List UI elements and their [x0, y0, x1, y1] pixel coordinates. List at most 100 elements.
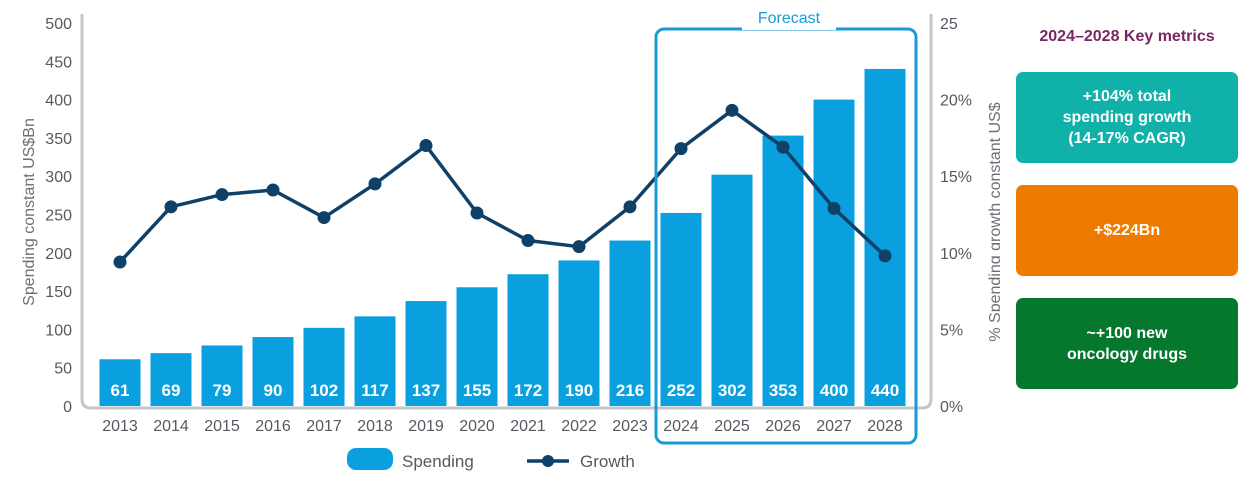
- x-tick-label: 2025: [714, 418, 750, 435]
- legend-spending-swatch: [347, 448, 393, 470]
- y2-tick-label: 20%: [940, 93, 972, 110]
- growth-point: [623, 200, 637, 214]
- bar-value-label: 61: [111, 381, 130, 400]
- growth-point: [113, 255, 127, 269]
- spending-bar: [762, 135, 804, 407]
- x-tick-label: 2023: [612, 418, 648, 435]
- growth-point: [164, 200, 178, 214]
- x-tick-label: 2024: [663, 418, 699, 435]
- x-tick-label: 2017: [306, 418, 342, 435]
- legend: Spending Growth: [347, 448, 635, 471]
- bar-value-label: 117: [361, 381, 388, 400]
- right-axis-line: [921, 14, 933, 410]
- spending-bar: [303, 327, 345, 406]
- y-tick-label: 400: [45, 93, 72, 110]
- y-tick-label: 0: [63, 399, 72, 416]
- growth-point: [725, 103, 739, 117]
- bar-value-label: 353: [769, 381, 797, 400]
- growth-point: [470, 206, 484, 220]
- y-axis-title: Spending constant US$Bn: [21, 118, 38, 306]
- bar-value-label: 400: [820, 381, 848, 400]
- x-tick-label: 2019: [408, 418, 444, 435]
- metric-line: +$224Bn: [1093, 222, 1161, 239]
- spending-bar: [99, 359, 141, 406]
- y-tick-label: 500: [45, 16, 72, 33]
- spending-growth-chart: 0 50 100 150 200 250 300 350 400 450 500 0% 5% 10% 15…: [21, 6, 1000, 471]
- spending-bar: [609, 240, 651, 406]
- spending-bar: [201, 345, 243, 406]
- growth-point: [521, 234, 535, 248]
- bar-value-label: 155: [463, 381, 491, 400]
- y-tick-label: 250: [45, 208, 72, 225]
- growth-point: [317, 211, 331, 225]
- x-tick-label: 2027: [816, 418, 852, 435]
- spending-bar: [252, 337, 294, 406]
- y-tick-label: 300: [45, 169, 72, 186]
- spending-bar: [558, 260, 600, 406]
- metric-line: +104% total: [1082, 88, 1172, 105]
- legend-growth-marker: [542, 455, 554, 467]
- growth-point: [674, 142, 688, 156]
- metric-line: oncology drugs: [1067, 345, 1187, 363]
- legend-spending-label: Spending: [402, 452, 474, 471]
- bar-value-label: 90: [264, 381, 283, 400]
- y-tick-label: 200: [45, 246, 72, 263]
- metric-card-spending-increase: +$224Bn: [1016, 185, 1238, 276]
- growth-point: [827, 201, 841, 215]
- bar-value-label: 102: [310, 381, 338, 400]
- metric-line: spending growth: [1062, 109, 1192, 126]
- y-tick-label: 150: [45, 284, 72, 301]
- bar-value-label: 137: [412, 381, 440, 400]
- x-tick-label: 2026: [765, 418, 801, 435]
- metric-line: ~+100 new: [1086, 324, 1168, 342]
- bar-value-label: 216: [616, 381, 644, 400]
- y-tick-label: 100: [45, 322, 72, 339]
- bar-value-label: 172: [514, 381, 542, 400]
- growth-line: [118, 108, 887, 264]
- spending-bar: [660, 212, 702, 406]
- x-tick-label: 2022: [561, 418, 597, 435]
- growth-point: [419, 139, 433, 153]
- spending-bar: [354, 316, 396, 406]
- x-tick-label: 2020: [459, 418, 495, 435]
- bar-value-label: 252: [667, 381, 695, 400]
- forecast-label: Forecast: [758, 10, 821, 27]
- spending-bar: [711, 174, 753, 406]
- bar-value-label: 440: [871, 381, 899, 400]
- spending-bar: [150, 353, 192, 406]
- y-tick-label: 50: [54, 361, 72, 378]
- bar-value-label: 69: [162, 381, 181, 400]
- spending-bar: [507, 274, 549, 406]
- spending-bar: [813, 99, 855, 406]
- x-tick-label: 2016: [255, 418, 291, 435]
- growth-point: [215, 188, 229, 202]
- y2-tick-label: 15%: [940, 169, 972, 186]
- key-metrics-panel: 2024–2028 Key metrics +104% total spendi…: [1016, 24, 1238, 411]
- forecast-label-bg: [742, 6, 836, 30]
- growth-point: [266, 183, 280, 197]
- spending-bar: [405, 301, 447, 406]
- y2-axis-title: % Spending growth constant US$: [987, 102, 1000, 341]
- y2-tick-label: 5%: [940, 322, 963, 339]
- metrics-title: 2024–2028 Key metrics: [1039, 28, 1215, 45]
- growth-point: [776, 140, 790, 154]
- y2-tick-label: 25: [940, 16, 958, 33]
- metric-card-spending-growth: +104% total spending growth (14-17% CAGR…: [1016, 72, 1238, 163]
- y-tick-label: 450: [45, 54, 72, 71]
- x-tick-label: 2028: [867, 418, 903, 435]
- x-tick-label: 2013: [102, 418, 138, 435]
- x-tick-label: 2021: [510, 418, 546, 435]
- x-tick-label: 2018: [357, 418, 393, 435]
- growth-point: [572, 240, 586, 254]
- x-tick-label: 2014: [153, 418, 189, 435]
- metric-card-oncology-drugs: ~+100 new oncology drugs: [1016, 298, 1238, 389]
- y2-tick-label: 0%: [940, 399, 963, 416]
- bar-value-label: 302: [718, 381, 746, 400]
- metric-line: (14-17% CAGR): [1068, 130, 1186, 147]
- growth-point: [878, 249, 892, 263]
- left-axis-line: [80, 14, 92, 410]
- bar-value-label: 190: [565, 381, 593, 400]
- y2-tick-label: 10%: [940, 246, 972, 263]
- x-tick-label: 2015: [204, 418, 240, 435]
- bar-value-label: 79: [213, 381, 232, 400]
